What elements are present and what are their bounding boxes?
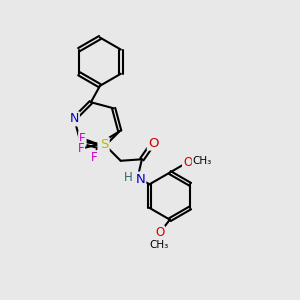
Text: S: S bbox=[100, 138, 109, 151]
Text: O: O bbox=[155, 226, 164, 239]
Text: F: F bbox=[78, 142, 84, 155]
Text: H: H bbox=[124, 171, 133, 184]
Text: O: O bbox=[148, 136, 158, 150]
Text: F: F bbox=[79, 132, 86, 145]
Text: CH₃: CH₃ bbox=[149, 240, 169, 250]
Text: N: N bbox=[136, 172, 145, 185]
Text: N: N bbox=[70, 112, 79, 125]
Text: F: F bbox=[91, 151, 98, 164]
Text: O: O bbox=[183, 156, 192, 169]
Text: N: N bbox=[98, 141, 108, 154]
Text: CH₃: CH₃ bbox=[193, 156, 212, 166]
